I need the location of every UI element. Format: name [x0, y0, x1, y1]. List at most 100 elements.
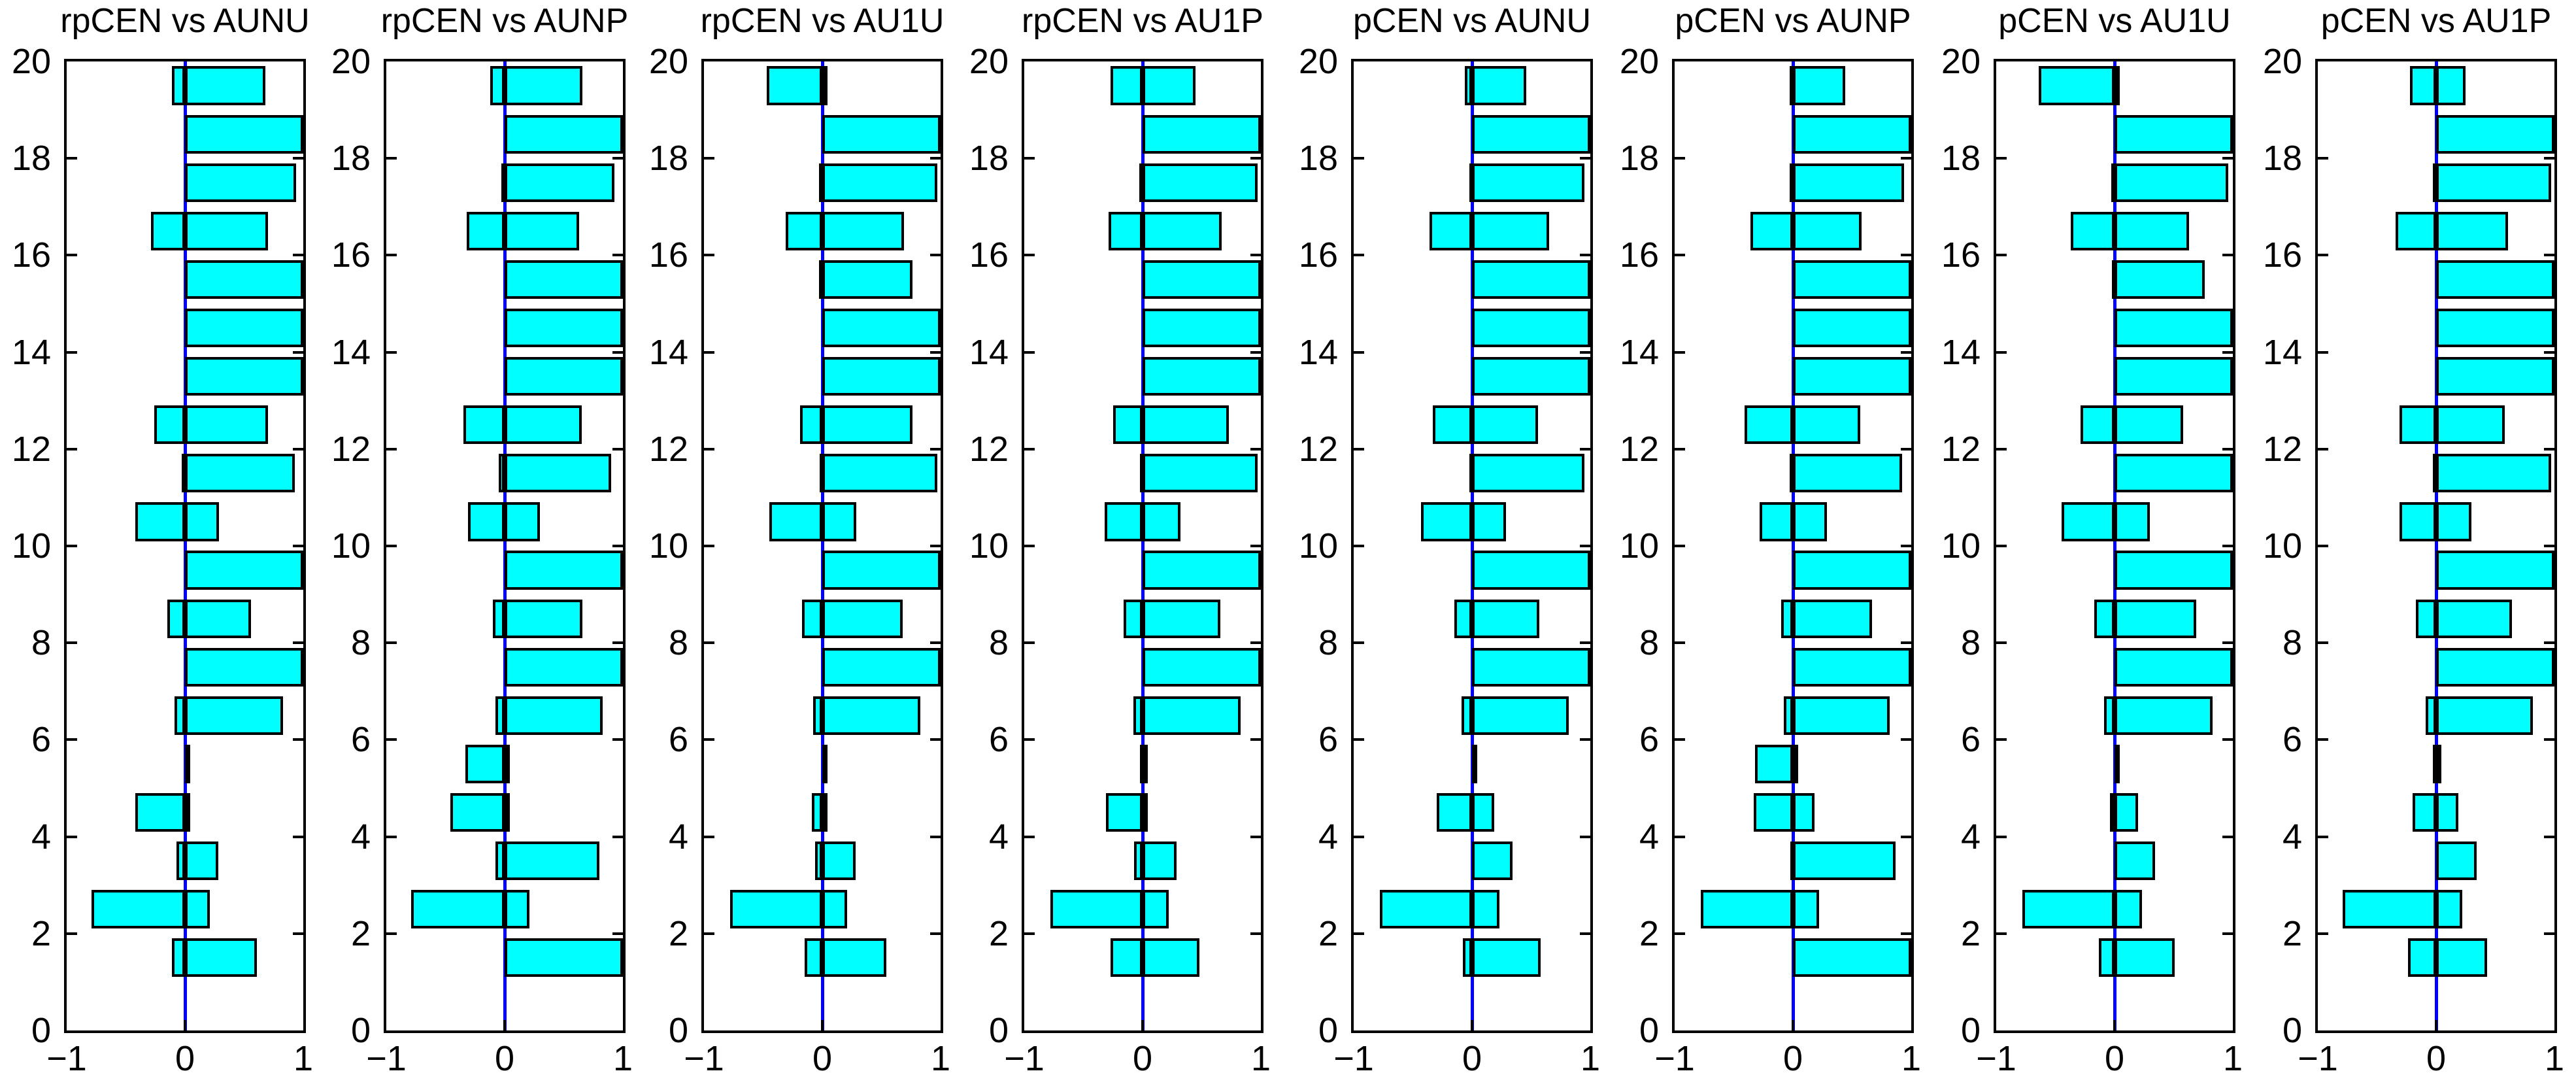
y-tick-label: 12	[969, 429, 1009, 469]
x-tick-label: 1	[930, 1039, 951, 1078]
bar-negative	[2103, 696, 2115, 735]
bar-positive	[1793, 163, 1905, 202]
x-tick-label: −1	[1654, 1039, 1695, 1078]
y-tick-mark	[2544, 447, 2554, 450]
y-tick-mark	[1250, 738, 1261, 741]
bar-positive	[185, 454, 295, 493]
y-tick-label: 8	[1318, 623, 1338, 663]
y-tick-label: 14	[2262, 332, 2302, 372]
y-tick-label: 6	[668, 720, 688, 760]
x-tick-label: 1	[293, 1039, 314, 1078]
x-tick-label: 0	[494, 1039, 515, 1078]
bar-negative	[2099, 938, 2115, 978]
bar-negative	[2399, 502, 2436, 541]
bar-positive	[185, 599, 252, 638]
y-tick-mark	[704, 447, 714, 450]
bar-positive	[1143, 647, 1261, 687]
y-tick-mark	[930, 835, 941, 838]
y-tick-mark	[1580, 447, 1590, 450]
y-tick-mark	[1354, 350, 1364, 354]
y-tick-mark	[1996, 835, 2007, 838]
x-tick-label: −1	[1004, 1039, 1045, 1078]
bar-negative	[2407, 938, 2436, 978]
x-tick-label: 1	[1250, 1039, 1271, 1078]
bar-positive	[2115, 792, 2139, 832]
bar-negative	[1700, 890, 1793, 929]
y-tick-mark	[1024, 641, 1035, 645]
bar-positive	[1143, 163, 1258, 202]
y-tick-mark	[930, 641, 941, 645]
bar-negative	[411, 890, 505, 929]
bar-positive	[822, 792, 828, 832]
y-tick-label: 6	[350, 720, 371, 760]
zero-reference-line	[1792, 61, 1795, 1030]
zero-reference-line	[821, 61, 824, 1030]
y-tick-mark	[930, 545, 941, 547]
bar-positive	[2436, 792, 2459, 832]
y-tick-label: 4	[1639, 817, 1659, 857]
bar-negative	[450, 792, 505, 832]
x-tick-label: 1	[2544, 1039, 2565, 1078]
bar-negative	[1755, 744, 1793, 784]
bar-positive	[185, 647, 303, 687]
bar-positive	[822, 260, 912, 299]
bar-positive	[2115, 599, 2196, 638]
y-tick-mark	[2318, 641, 2328, 645]
y-tick-mark	[1580, 157, 1590, 160]
chart-title: pCEN vs AU1U	[1998, 2, 2231, 40]
bar-negative	[92, 890, 185, 929]
bar-positive	[2436, 938, 2487, 978]
bar-positive	[185, 842, 218, 881]
y-tick-label: 18	[1941, 139, 1981, 178]
y-tick-label: 12	[1941, 429, 1981, 469]
bar-positive	[1472, 502, 1507, 541]
y-tick-mark	[1996, 932, 2007, 935]
y-tick-mark	[1580, 350, 1590, 354]
bar-positive	[505, 599, 583, 638]
y-tick-mark	[930, 254, 941, 257]
y-tick-label: 14	[1619, 332, 1659, 372]
x-tick-label: 0	[2426, 1039, 2447, 1078]
y-tick-label: 10	[1941, 526, 1981, 566]
y-tick-mark	[1580, 641, 1590, 645]
bar-positive	[1472, 599, 1540, 638]
y-tick-mark	[1675, 157, 1685, 160]
y-tick-mark	[930, 350, 941, 354]
y-tick-label: 6	[1960, 720, 1981, 760]
bar-negative	[176, 842, 185, 881]
bar-positive	[822, 599, 903, 638]
bar-positive	[822, 696, 921, 735]
bar-positive	[1793, 114, 1911, 154]
y-tick-mark	[704, 738, 714, 741]
y-tick-mark	[2318, 545, 2328, 547]
y-tick-mark	[930, 738, 941, 741]
y-tick-mark	[1354, 545, 1364, 547]
y-tick-mark	[1024, 738, 1035, 741]
bar-negative	[495, 842, 505, 881]
y-tick-mark	[704, 641, 714, 645]
bar-negative	[498, 454, 505, 493]
y-tick-label: 4	[988, 817, 1009, 857]
bar-positive	[1793, 308, 1911, 348]
x-tick-label: −1	[1333, 1039, 1374, 1078]
bar-negative	[1750, 211, 1793, 250]
y-tick-mark	[1901, 350, 1911, 354]
bar-positive	[1793, 890, 1819, 929]
y-tick-label: 16	[11, 235, 51, 275]
bar-negative	[1379, 890, 1472, 929]
y-tick-mark	[612, 545, 623, 547]
bar-positive	[2436, 551, 2554, 590]
bar-positive	[2115, 357, 2233, 396]
x-tick-mark	[1141, 1020, 1144, 1030]
x-tick-mark	[2435, 1020, 2437, 1030]
y-tick-mark	[386, 932, 397, 935]
y-tick-label: 18	[11, 139, 51, 178]
y-tick-mark	[293, 447, 303, 450]
bar-positive	[2115, 744, 2120, 784]
y-tick-label: 12	[1298, 429, 1338, 469]
y-tick-mark	[386, 641, 397, 645]
y-tick-mark	[67, 157, 77, 160]
y-tick-mark	[2222, 447, 2233, 450]
bar-positive	[185, 114, 303, 154]
y-tick-label: 2	[1960, 913, 1981, 953]
